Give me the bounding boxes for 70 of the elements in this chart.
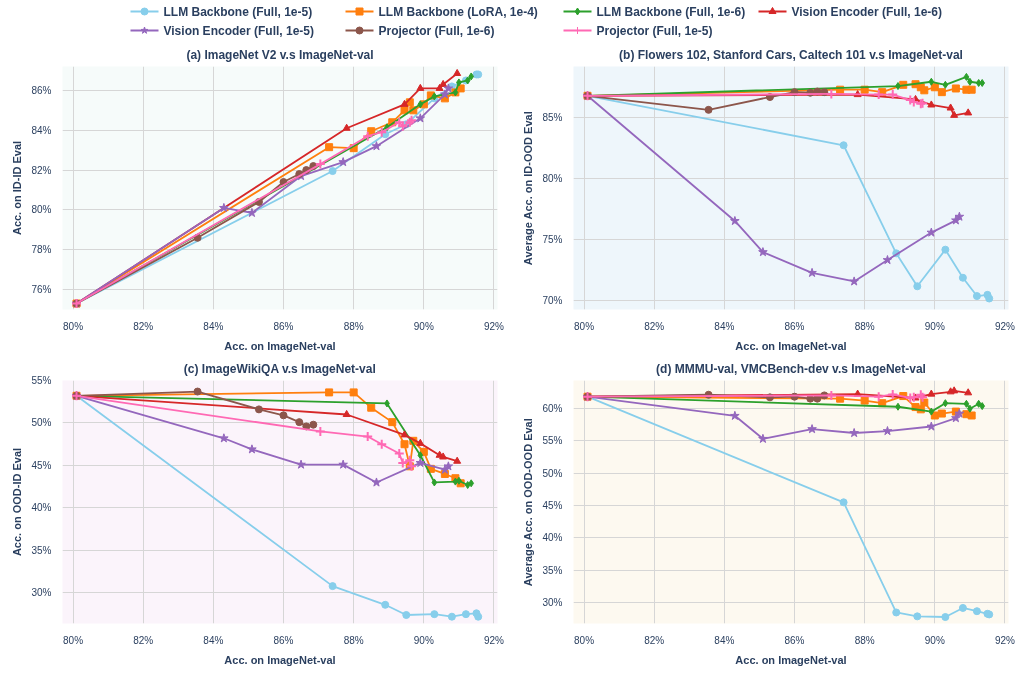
y-tick-label: 84% [31,124,52,136]
legend-label: Projector (Full, 1e-5) [596,23,713,38]
x-tick-label: 92% [994,634,1016,646]
y-axis-title: Average Acc. on OOD-OOD Eval [522,418,535,587]
x-axis-title: Acc. on ImageNet-val [224,339,336,352]
chart-title: (a) ImageNet V2 v.s ImageNet-val [186,47,374,62]
y-tick-label: 30% [31,587,52,599]
y-tick-label: 50% [31,417,52,429]
y-tick-label: 85% [542,112,563,124]
x-tick-label: 86% [784,320,805,332]
x-tick-label: 86% [784,634,805,646]
y-tick-label: 75% [542,234,563,246]
chart-title: (c) ImageWikiQA v.s ImageNet-val [183,361,376,376]
x-tick-label: 80% [574,320,595,332]
y-tick-label: 30% [542,597,563,609]
x-tick-label: 90% [413,634,434,646]
x-tick-label: 86% [273,320,294,332]
x-tick-label: 88% [343,634,364,646]
y-axis-title: Acc. on OOD-ID Eval [11,447,24,557]
y-tick-label: 60% [542,402,563,414]
y-tick-label: 55% [542,435,563,447]
x-tick-label: 92% [483,634,505,646]
x-axis-title: Acc. on ImageNet-val [735,339,847,352]
y-tick-label: 35% [31,544,52,556]
x-tick-label: 88% [343,320,364,332]
x-tick-label: 84% [203,634,224,646]
x-tick-label: 92% [483,320,505,332]
x-tick-label: 82% [133,320,154,332]
x-tick-label: 82% [644,320,665,332]
y-tick-label: 70% [542,295,563,307]
legend-label: LLM Backbone (Full, 1e-5) [163,4,313,19]
x-tick-label: 90% [413,320,434,332]
y-tick-label: 40% [542,532,563,544]
y-tick-label: 45% [31,459,52,471]
x-tick-label: 88% [854,320,875,332]
x-tick-label: 86% [273,634,294,646]
y-tick-label: 86% [31,84,52,96]
legend-label: Vision Encoder (Full, 1e-5) [163,23,314,38]
x-tick-label: 82% [644,634,665,646]
y-tick-label: 82% [31,164,52,176]
x-tick-label: 90% [924,634,945,646]
y-axis-title: Average Acc. on ID-OOD Eval [522,111,535,266]
x-tick-label: 84% [714,634,735,646]
y-tick-label: 45% [542,500,563,512]
x-tick-label: 80% [63,320,84,332]
y-tick-label: 40% [31,502,52,514]
x-tick-label: 80% [63,634,84,646]
x-tick-label: 84% [714,320,735,332]
x-tick-label: 84% [203,320,224,332]
x-tick-label: 92% [994,320,1016,332]
y-tick-label: 80% [542,173,563,185]
y-tick-label: 80% [31,204,52,216]
x-axis-title: Acc. on ImageNet-val [224,653,336,666]
y-tick-label: 78% [31,244,52,256]
legend-label: LLM Backbone (LoRA, 1e-4) [378,4,538,19]
y-tick-label: 55% [31,375,52,386]
legend-label: Vision Encoder (Full, 1e-6) [791,4,942,19]
x-tick-label: 88% [854,634,875,646]
x-tick-label: 90% [924,320,945,332]
x-tick-label: 80% [574,634,595,646]
x-axis-title: Acc. on ImageNet-val [735,653,847,666]
x-tick-label: 82% [133,634,154,646]
legend-label: LLM Backbone (Full, 1e-6) [596,4,746,19]
y-axis-title: Acc. on ID-ID Eval [11,140,24,236]
y-tick-label: 50% [542,467,563,479]
chart-title: (d) MMMU-val, VMCBench-dev v.s ImageNet-val [656,361,926,376]
y-tick-label: 76% [31,284,52,296]
legend-label: Projector (Full, 1e-6) [378,23,495,38]
y-tick-label: 35% [542,564,563,576]
chart-title: (b) Flowers 102, Stanford Cars, Caltech 101 v.s ImageNet-val [619,47,963,62]
